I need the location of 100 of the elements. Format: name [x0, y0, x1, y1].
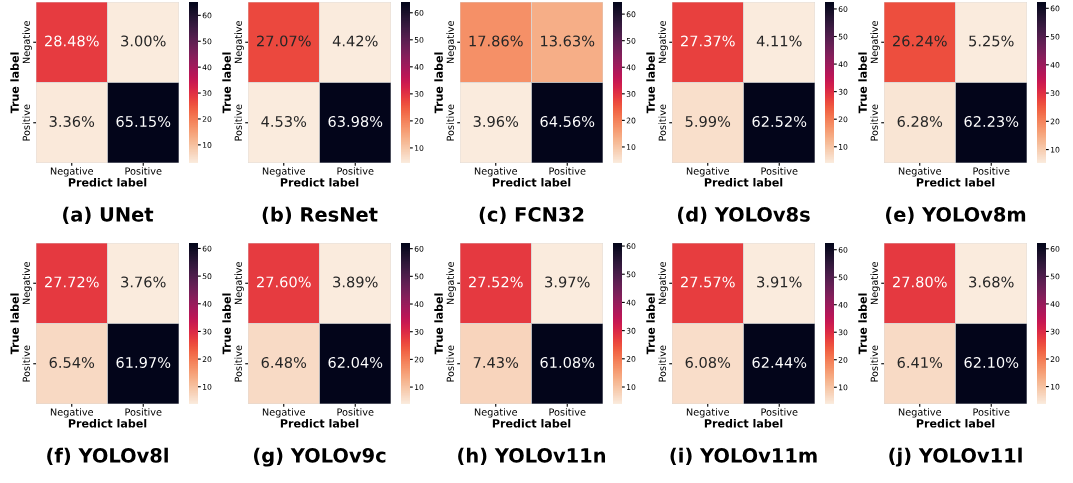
- x-axis-title: Predict label: [704, 418, 783, 428]
- text: (j) YOLOv11l: [889, 447, 1022, 467]
- data-label: 27.07%: [257, 35, 311, 47]
- x-axis-title: Predict label: [704, 177, 783, 187]
- data-label: 17.86%: [469, 35, 523, 47]
- y-tick-label: Positive: [234, 104, 242, 141]
- text: (e) YOLOv8m: [886, 206, 1026, 225]
- data-label: 3.36%: [49, 115, 95, 127]
- text: (i) YOLOv11m: [670, 447, 817, 466]
- data-label: 65.15%: [116, 115, 171, 127]
- y-tick-label: Negative: [870, 261, 880, 305]
- y-axis-title: True label: [646, 293, 655, 355]
- y-axis-title: True label: [858, 52, 867, 114]
- y-tick-label: Positive: [658, 345, 666, 382]
- x-tick-label: Negative: [474, 167, 518, 177]
- y-tick-label: Positive: [870, 104, 878, 141]
- x-tick-label: Negative: [898, 167, 942, 177]
- x-axis-title: Predict label: [68, 177, 147, 187]
- y-axis-title: True label: [222, 52, 231, 114]
- y-tick-label: Positive: [870, 345, 878, 382]
- data-label: 27.72%: [45, 276, 99, 288]
- text: (h) YOLOv11n: [458, 447, 606, 466]
- data-label: 27.57%: [681, 276, 735, 288]
- x-tick-label: Positive: [761, 408, 798, 416]
- x-tick-label: Positive: [549, 408, 586, 416]
- text: (d) YOLOv8s: [677, 206, 810, 225]
- data-label: 3.91%: [757, 276, 802, 288]
- data-label: 27.52%: [469, 276, 523, 288]
- data-label: 6.48%: [261, 356, 307, 368]
- y-axis-title: True label: [10, 293, 19, 355]
- data-label: 61.97%: [116, 356, 171, 368]
- data-label: 62.04%: [328, 356, 383, 368]
- data-label: 62.23%: [964, 115, 1019, 127]
- y-tick-label: Negative: [234, 20, 244, 64]
- x-tick-label: Negative: [686, 408, 730, 418]
- x-axis-title: Predict label: [916, 177, 995, 187]
- x-tick-label: Negative: [262, 167, 306, 177]
- x-tick-label: Positive: [125, 167, 162, 175]
- y-tick-label: Positive: [446, 345, 454, 382]
- data-label: 3.00%: [121, 35, 166, 47]
- y-tick-label: Positive: [234, 345, 242, 382]
- y-axis-title: True label: [10, 52, 19, 114]
- data-label: 3.89%: [333, 276, 378, 288]
- data-label: 3.76%: [121, 276, 166, 288]
- y-tick-label: Negative: [234, 261, 244, 305]
- x-tick-label: Positive: [125, 408, 162, 416]
- y-tick-label: Positive: [446, 104, 454, 141]
- x-axis-title: Predict label: [280, 177, 359, 187]
- y-axis-title: True label: [434, 293, 443, 355]
- data-label: 4.53%: [261, 115, 307, 127]
- data-label: 3.68%: [969, 276, 1014, 288]
- x-tick-label: Negative: [474, 408, 518, 418]
- data-label: 5.25%: [969, 35, 1014, 47]
- text: (c) FCN32: [479, 206, 584, 225]
- data-label: 27.60%: [257, 276, 311, 288]
- y-tick-label: Negative: [22, 261, 32, 305]
- data-label: 28.48%: [45, 35, 99, 47]
- x-tick-label: Negative: [262, 408, 306, 418]
- data-label: 62.52%: [752, 115, 807, 127]
- y-tick-label: Negative: [658, 20, 668, 64]
- y-axis-title: True label: [858, 293, 867, 355]
- x-tick-label: Positive: [973, 408, 1010, 416]
- x-axis-title: Predict label: [916, 418, 995, 428]
- data-label: 5.99%: [685, 115, 731, 127]
- data-label: 27.37%: [681, 35, 735, 47]
- x-tick-label: Negative: [50, 408, 94, 418]
- x-axis-title: Predict label: [492, 418, 571, 428]
- text: (f) YOLOv8l: [47, 447, 168, 466]
- y-tick-label: Negative: [870, 20, 880, 64]
- data-label: 26.24%: [893, 35, 947, 47]
- y-tick-label: Negative: [22, 20, 32, 64]
- x-axis-title: Predict label: [492, 177, 571, 187]
- data-label: 27.80%: [893, 276, 947, 288]
- x-axis-title: Predict label: [68, 418, 147, 428]
- y-tick-label: Positive: [22, 104, 30, 141]
- y-tick-label: Positive: [658, 104, 666, 141]
- text: (b) ResNet: [262, 206, 378, 225]
- data-label: 3.96%: [473, 115, 519, 127]
- data-label: 63.98%: [328, 115, 383, 127]
- data-label: 6.28%: [897, 115, 943, 127]
- x-tick-label: Positive: [761, 167, 798, 175]
- x-tick-label: Positive: [337, 167, 374, 175]
- data-label: 4.11%: [756, 35, 802, 47]
- data-label: 6.08%: [685, 356, 731, 368]
- x-tick-label: Negative: [898, 408, 942, 418]
- data-label: 6.54%: [49, 356, 95, 368]
- data-label: 4.42%: [332, 35, 378, 47]
- y-axis-title: True label: [222, 293, 231, 355]
- x-tick-label: Negative: [50, 167, 94, 177]
- x-axis-title: Predict label: [280, 418, 359, 428]
- y-tick-label: Negative: [446, 20, 456, 64]
- x-tick-label: Positive: [973, 167, 1010, 175]
- data-label: 64.56%: [540, 115, 595, 127]
- data-label: 7.43%: [473, 356, 519, 368]
- data-label: 62.10%: [964, 356, 1019, 368]
- y-axis-title: True label: [434, 52, 443, 114]
- y-tick-label: Positive: [22, 345, 30, 382]
- data-label: 61.08%: [540, 356, 595, 368]
- y-tick-label: Negative: [446, 261, 456, 305]
- x-tick-label: Positive: [549, 167, 586, 175]
